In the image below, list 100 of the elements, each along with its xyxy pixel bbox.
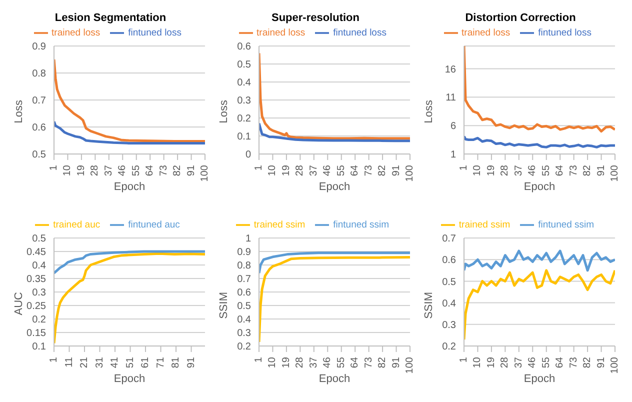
y-tick-label: 0.4	[237, 78, 252, 89]
x-tick-label: 55	[540, 356, 552, 368]
x-tick-label: 46	[322, 356, 334, 368]
x-tick-label: 1	[458, 356, 470, 363]
x-tick-label: 46	[117, 164, 128, 176]
x-tick-label: 71	[155, 356, 166, 368]
x-tick-label: 19	[486, 164, 497, 176]
x-tick-label: 1	[48, 164, 60, 171]
x-tick-label: 31	[94, 356, 106, 368]
x-tick-label: 82	[582, 164, 594, 176]
legend-label: fintuned ssim	[538, 220, 594, 231]
y-axis-title: SSIM	[218, 292, 230, 319]
y-tick-label: 1	[245, 234, 252, 245]
legend-label: fintuned loss	[333, 28, 386, 39]
x-tick-label: 82	[172, 164, 184, 176]
x-tick-label: 91	[186, 164, 197, 176]
y-axis-title: Loss	[422, 100, 435, 124]
y-tick-label: 0.2	[237, 114, 252, 125]
x-tick-label: 1	[48, 356, 60, 363]
x-tick-label: 100	[404, 356, 416, 374]
x-tick-label: 10	[267, 356, 278, 368]
y-axis-title: Loss	[12, 100, 25, 124]
x-tick-label: 10	[472, 356, 484, 368]
y-axis-title: AUC	[12, 292, 25, 316]
x-tick-label: 91	[596, 356, 607, 368]
y-tick-label: 0.8	[32, 68, 46, 80]
legend-label: fintuned auc	[128, 220, 180, 231]
x-axis-title: Epoch	[524, 180, 556, 193]
x-tick-label: 28	[500, 356, 511, 368]
x-tick-label: 91	[186, 356, 197, 368]
y-tick-label: 0.2	[237, 342, 252, 353]
legend-label: trained loss	[52, 28, 100, 39]
x-tick-label: 82	[377, 164, 388, 176]
legend-label: trained loss	[256, 28, 306, 39]
y-tick-label: 0.4	[32, 260, 46, 272]
x-tick-label: 51	[124, 356, 136, 368]
x-tick-label: 1	[254, 164, 264, 171]
x-tick-label: 91	[596, 164, 607, 176]
chart-title: Lesion Segmentation	[54, 12, 166, 24]
x-axis-title: Epoch	[114, 372, 146, 385]
x-tick-label: 73	[363, 164, 374, 176]
x-tick-label: 64	[144, 164, 156, 176]
line-series	[259, 122, 410, 142]
x-tick-label: 46	[527, 164, 538, 176]
x-tick-label: 28	[90, 164, 101, 176]
x-axis-title: Epoch	[524, 372, 556, 385]
x-tick-label: 10	[267, 164, 278, 176]
x-tick-label: 100	[610, 356, 620, 374]
x-tick-label: 37	[308, 356, 320, 368]
y-tick-label: 16	[444, 64, 456, 76]
y-tick-label: 0.2	[32, 314, 46, 326]
x-tick-label: 19	[280, 356, 292, 368]
y-tick-label: 0.3	[237, 328, 252, 340]
x-tick-label: 21	[79, 356, 90, 368]
y-tick-label: 0.1	[237, 132, 252, 143]
line-series	[259, 52, 410, 140]
y-tick-label: 0.5	[237, 60, 252, 71]
x-tick-label: 73	[568, 356, 580, 368]
x-tick-label: 37	[513, 356, 524, 368]
legend-label: trained ssim	[254, 220, 306, 231]
y-tick-label: 11	[446, 92, 456, 104]
y-tick-label: 0.5	[32, 150, 46, 161]
y-tick-label: 6	[450, 121, 456, 132]
x-tick-label: 1	[254, 356, 264, 363]
y-tick-label: 0.2	[442, 342, 456, 353]
legend-label: fintuned loss	[128, 28, 182, 39]
x-tick-label: 55	[336, 356, 347, 368]
y-tick-label: 0.15	[26, 328, 46, 340]
x-tick-label: 82	[377, 356, 388, 368]
y-tick-label: 1	[450, 150, 456, 161]
y-tick-label: 0.6	[32, 122, 46, 134]
x-tick-label: 46	[527, 356, 538, 368]
x-tick-label: 19	[486, 356, 497, 368]
y-tick-label: 0.7	[32, 96, 46, 107]
line-series	[464, 250, 615, 272]
x-tick-label: 100	[610, 164, 620, 182]
x-tick-label: 73	[363, 356, 374, 368]
y-tick-label: 0.3	[237, 96, 252, 107]
line-series	[464, 135, 615, 148]
chart-title: Distortion Correction	[465, 12, 576, 24]
y-axis-title: SSIM	[422, 292, 435, 319]
x-tick-label: 41	[110, 356, 121, 368]
x-axis-title: Epoch	[114, 180, 146, 193]
x-tick-label: 82	[582, 356, 594, 368]
x-tick-label: 91	[390, 164, 402, 176]
y-tick-label: 0.7	[237, 274, 252, 286]
y-tick-label: 0.3	[32, 288, 46, 299]
x-tick-label: 28	[500, 164, 511, 176]
y-axis-title: Loss	[218, 100, 230, 124]
line-series	[464, 46, 615, 133]
x-tick-label: 91	[390, 356, 402, 368]
x-tick-label: 10	[62, 164, 74, 176]
x-tick-label: 37	[308, 164, 320, 176]
y-tick-label: 0.6	[237, 288, 252, 299]
y-tick-label: 0.5	[442, 276, 456, 288]
y-tick-label: 0.45	[26, 247, 46, 258]
legend-label: trained loss	[462, 28, 510, 39]
x-tick-label: 55	[336, 164, 347, 176]
y-tick-label: 0.9	[32, 42, 46, 53]
x-axis-title: Epoch	[318, 372, 350, 385]
